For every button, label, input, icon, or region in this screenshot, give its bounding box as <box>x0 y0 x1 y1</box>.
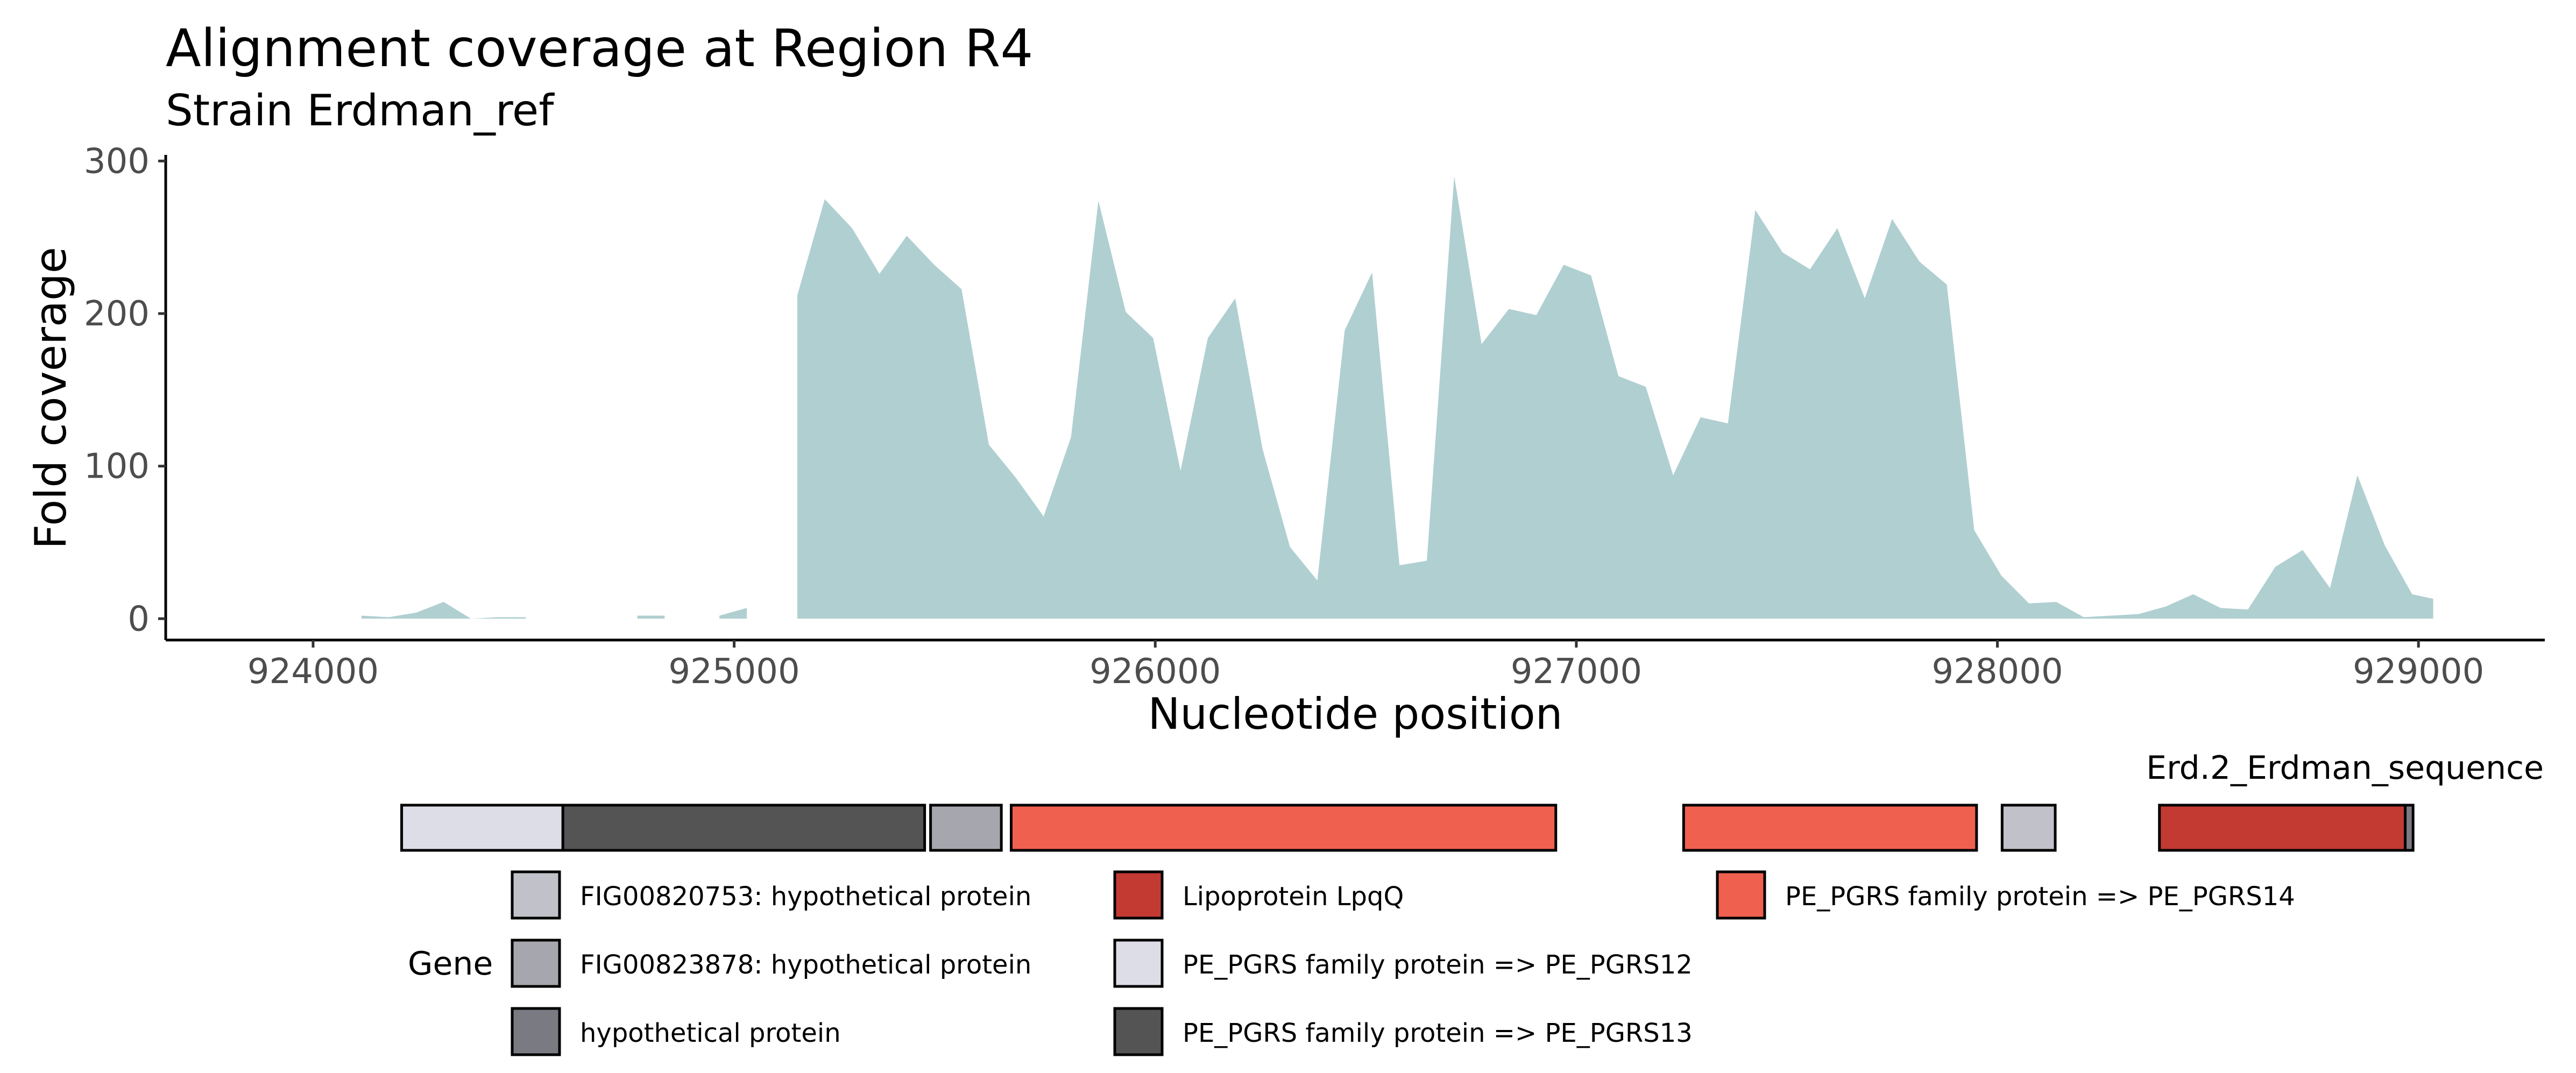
gene-block-5 <box>1682 804 1978 852</box>
legend-swatch <box>1113 939 1164 988</box>
x-tick-label: 927000 <box>1511 652 1642 692</box>
y-tick-label: 200 <box>84 294 150 334</box>
x-tick-label: 925000 <box>668 652 799 692</box>
y-axis-label: Fold coverage <box>26 247 76 549</box>
legend-swatch <box>1113 870 1164 920</box>
x-axis-ticks: 924000 925000 926000 927000 928000 929000 <box>247 640 2484 692</box>
y-axis-ticks: 0 100 200 300 <box>84 141 166 639</box>
gene-block-6 <box>2000 804 2057 852</box>
x-axis-label: Nucleotide position <box>1148 689 1563 739</box>
coverage-area-layer <box>361 176 2433 619</box>
x-tick-label: 929000 <box>2353 652 2484 692</box>
gene-block-7 <box>2158 804 2407 852</box>
legend-swatch <box>1716 870 1766 920</box>
gene-block-4 <box>1009 804 1558 852</box>
legend-title: Gene <box>408 945 493 983</box>
gene-block-1 <box>400 804 564 852</box>
gene-block-2 <box>561 804 926 852</box>
x-tick-label: 928000 <box>1931 652 2063 692</box>
legend-swatch <box>511 939 561 988</box>
chart-title: Alignment coverage at Region R4 <box>166 18 1034 79</box>
coverage-area-segment-4 <box>719 608 747 619</box>
legend-entry-label: hypothetical protein <box>580 1018 841 1048</box>
chart-subtitle: Strain Erdman_ref <box>166 86 555 136</box>
legend-swatch <box>511 1007 561 1056</box>
legend-entry-label: PE_PGRS family protein => PE_PGRS13 <box>1183 1018 1693 1048</box>
y-tick-label: 100 <box>84 447 150 487</box>
legend-swatch <box>1113 1007 1164 1056</box>
legend-swatch <box>511 870 561 920</box>
x-tick-label: 924000 <box>247 652 379 692</box>
legend-entry-label: PE_PGRS family protein => PE_PGRS12 <box>1183 950 1693 980</box>
gene-track-label: Erd.2_Erdman_sequence <box>2146 749 2544 787</box>
coverage-area-segment-3 <box>637 615 665 619</box>
coverage-area-segment-2 <box>471 617 526 619</box>
gene-block-3 <box>929 804 1003 852</box>
y-tick-label: 0 <box>128 599 150 639</box>
legend: FIG00820753: hypothetical protein FIG0082… <box>511 870 2295 1056</box>
coverage-area-segment-1 <box>361 602 471 619</box>
legend-entry-label: FIG00823878: hypothetical protein <box>580 950 1031 980</box>
gene-block-8 <box>2404 804 2415 852</box>
legend-entry-label: FIG00820753: hypothetical protein <box>580 882 1031 912</box>
coverage-area-segment-5 <box>797 176 2433 619</box>
legend-entry-label: PE_PGRS family protein => PE_PGRS14 <box>1785 882 2295 912</box>
legend-entry-label: Lipoprotein LpqQ <box>1183 882 1404 912</box>
y-tick-label: 300 <box>84 141 150 181</box>
gene-track <box>400 804 2415 852</box>
x-tick-label: 926000 <box>1089 652 1221 692</box>
